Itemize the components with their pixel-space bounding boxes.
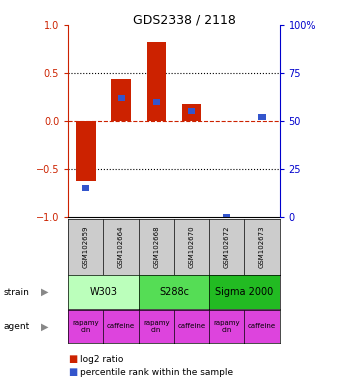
Text: ■: ■ — [68, 367, 77, 377]
Text: agent: agent — [3, 322, 30, 331]
Bar — [258, 114, 266, 120]
Text: percentile rank within the sample: percentile rank within the sample — [80, 368, 233, 377]
Text: caffeine: caffeine — [177, 323, 206, 329]
Text: strain: strain — [3, 288, 29, 297]
Text: caffeine: caffeine — [107, 323, 135, 329]
Bar — [112, 79, 131, 121]
Text: rapamy
cin: rapamy cin — [143, 320, 169, 333]
Text: caffeine: caffeine — [248, 323, 276, 329]
Text: S288c: S288c — [159, 287, 189, 297]
Text: ■: ■ — [68, 354, 77, 364]
Text: GSM102673: GSM102673 — [259, 225, 265, 268]
Text: W303: W303 — [89, 287, 117, 297]
Bar — [153, 99, 160, 105]
Bar — [82, 185, 89, 191]
Text: GSM102672: GSM102672 — [224, 225, 230, 268]
Text: GSM102659: GSM102659 — [83, 225, 89, 268]
Text: rapamy
cin: rapamy cin — [213, 320, 240, 333]
Bar — [76, 121, 95, 182]
Bar — [147, 42, 166, 121]
Text: GSM102664: GSM102664 — [118, 225, 124, 268]
Text: GSM102670: GSM102670 — [189, 225, 194, 268]
Text: GSM102668: GSM102668 — [153, 225, 159, 268]
Bar — [182, 104, 201, 121]
Text: GDS2338 / 2118: GDS2338 / 2118 — [133, 13, 236, 26]
Text: rapamy
cin: rapamy cin — [73, 320, 99, 333]
Bar — [118, 95, 124, 101]
Text: ▶: ▶ — [41, 321, 48, 331]
Bar — [223, 214, 230, 220]
Bar — [188, 109, 195, 114]
Text: ▶: ▶ — [41, 287, 48, 297]
Text: log2 ratio: log2 ratio — [80, 354, 123, 364]
Text: Sigma 2000: Sigma 2000 — [215, 287, 273, 297]
